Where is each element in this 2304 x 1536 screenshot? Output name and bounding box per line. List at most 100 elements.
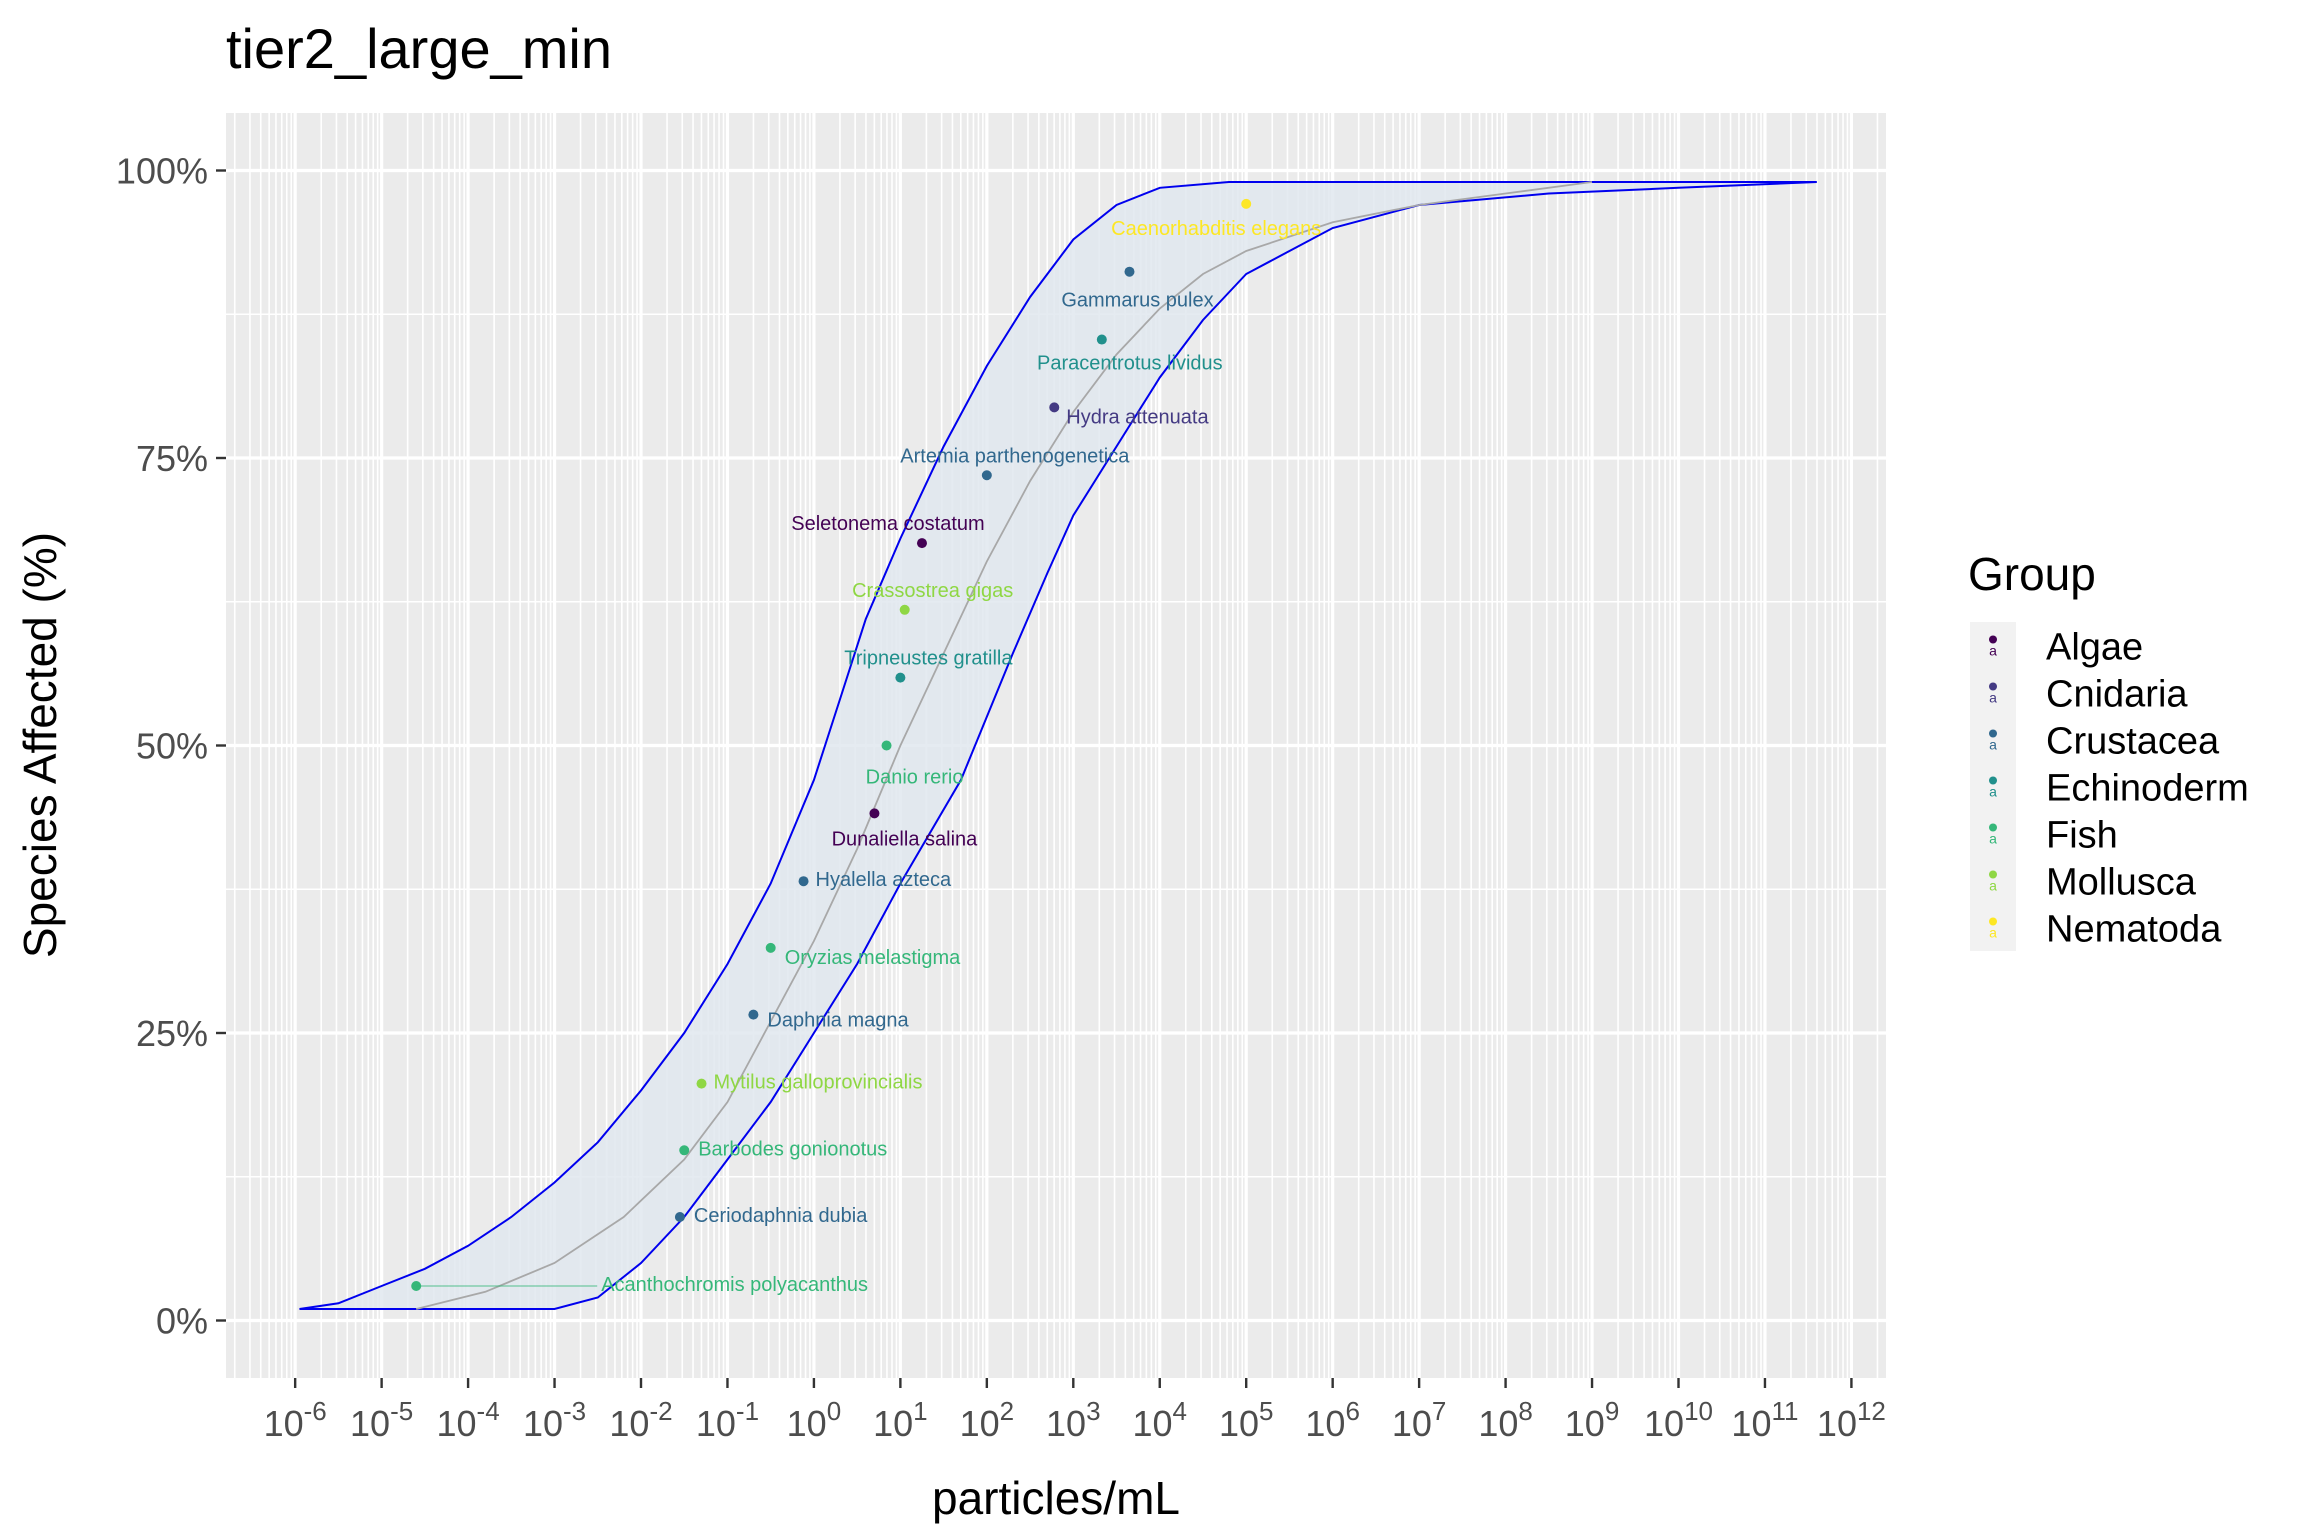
legend-key-point	[1989, 776, 1997, 785]
x-tick-exponent: 6	[1345, 1396, 1359, 1426]
data-point	[981, 470, 992, 481]
x-tick-exponent: 0	[827, 1396, 841, 1426]
legend-key-glyph: a	[1989, 643, 1997, 659]
legend-key-glyph: a	[1989, 737, 1997, 753]
x-tick-exponent: 2	[1000, 1396, 1014, 1426]
x-tick-base: 10	[696, 1403, 736, 1444]
legend-item-label: Nematoda	[2046, 909, 2222, 951]
legend-item-label: Crustacea	[2046, 721, 2220, 763]
x-tick-label: 1012	[1817, 1396, 1886, 1444]
point-label: Danio rerio	[866, 767, 964, 789]
legend: Group a Algae a Cnidaria a Crustacea a Echinode…	[1968, 548, 2249, 951]
y-tick-label: 0%	[156, 1301, 208, 1342]
x-tick-base: 10	[1731, 1403, 1771, 1444]
x-tick-exponent: -3	[563, 1396, 586, 1426]
y-axis: 0% 25% 50% 75% 100%	[116, 151, 226, 1342]
x-tick-base: 10	[523, 1403, 563, 1444]
legend-item-label: Mollusca	[2046, 862, 2197, 904]
x-tick-base: 10	[1046, 1403, 1086, 1444]
x-tick-label: 103	[1046, 1396, 1101, 1444]
x-tick-label: 106	[1305, 1396, 1360, 1444]
point-label: Mytilus galloprovincialis	[714, 1072, 923, 1094]
point-label: Oryzias melastigma	[785, 947, 961, 969]
x-axis-title: particles/mL	[932, 1472, 1180, 1524]
legend-key	[1970, 716, 2016, 763]
x-tick-exponent: 1	[913, 1396, 927, 1426]
x-tick-label: 100	[787, 1396, 842, 1444]
x-tick-base: 10	[873, 1403, 913, 1444]
x-tick-label: 10-5	[350, 1396, 413, 1444]
x-tick-label: 108	[1478, 1396, 1533, 1444]
x-tick-base: 10	[1644, 1403, 1684, 1444]
data-point	[748, 1009, 759, 1020]
fit-curve	[415, 181, 1593, 1310]
x-tick-base: 10	[787, 1403, 827, 1444]
legend-key	[1970, 904, 2016, 951]
legend-key-point	[1989, 870, 1997, 879]
data-point	[895, 672, 906, 683]
x-tick-label: 102	[960, 1396, 1015, 1444]
legend-item-label: Algae	[2046, 627, 2143, 669]
x-tick-label: 1010	[1644, 1396, 1713, 1444]
legend-key-glyph: a	[1989, 878, 1997, 894]
point-label: Barbodes gonionotus	[698, 1138, 887, 1160]
x-tick-exponent: 4	[1173, 1396, 1187, 1426]
point-label: Dunaliella salina	[832, 828, 979, 850]
x-axis: 10-6 10-5 10-4 10-3 10-2 10-1 100 101 102 103 104 1…	[264, 1378, 1886, 1444]
x-tick-exponent: -5	[390, 1396, 413, 1426]
data-point	[1241, 198, 1252, 209]
point-label: Hyalella azteca	[816, 869, 953, 891]
x-tick-exponent: 10	[1684, 1396, 1713, 1426]
y-tick-label: 25%	[136, 1013, 208, 1054]
x-tick-label: 10-2	[609, 1396, 672, 1444]
x-tick-base: 10	[960, 1403, 1000, 1444]
legend-item-label: Echinoderm	[2046, 768, 2249, 810]
legend-key-point	[1989, 635, 1997, 644]
x-tick-base: 10	[1478, 1403, 1518, 1444]
x-tick-label: 107	[1392, 1396, 1447, 1444]
x-tick-exponent: 9	[1605, 1396, 1619, 1426]
y-tick-label: 100%	[116, 151, 208, 192]
x-tick-base: 10	[609, 1403, 649, 1444]
x-tick-exponent: -4	[477, 1396, 500, 1426]
x-tick-base: 10	[1817, 1403, 1857, 1444]
legend-key-glyph: a	[1989, 784, 1997, 800]
point-label: Caenorhabditis elegans	[1111, 218, 1321, 240]
legend-key	[1970, 622, 2016, 669]
x-tick-base: 10	[436, 1403, 476, 1444]
legend-key-point	[1989, 682, 1997, 691]
data-point	[696, 1078, 707, 1089]
legend-key-point	[1989, 823, 1997, 832]
data-point	[674, 1212, 685, 1222]
point-label: Ceriodaphnia dubia	[694, 1205, 868, 1227]
x-tick-label: 101	[873, 1396, 928, 1444]
x-tick-base: 10	[1132, 1403, 1172, 1444]
x-tick-exponent: 3	[1086, 1396, 1100, 1426]
data-point	[916, 538, 927, 549]
x-tick-label: 1011	[1731, 1396, 1798, 1444]
fit-curve-layer	[415, 181, 1593, 1310]
point-label: Acanthochromis polyacanthus	[601, 1274, 868, 1296]
grid-major	[226, 113, 1886, 1378]
y-axis-title: Species Affected (%)	[14, 532, 66, 958]
data-point	[1124, 266, 1135, 277]
x-tick-base: 10	[1219, 1403, 1259, 1444]
point-label: Seletonema costatum	[791, 513, 984, 535]
x-tick-label: 10-6	[264, 1396, 327, 1444]
x-tick-base: 10	[264, 1403, 304, 1444]
legend-key-glyph: a	[1989, 925, 1997, 941]
x-tick-exponent: -6	[304, 1396, 327, 1426]
legend-key	[1970, 763, 2016, 810]
data-point	[765, 942, 776, 953]
data-point	[881, 740, 892, 751]
x-tick-exponent: 11	[1771, 1396, 1798, 1426]
y-tick-label: 75%	[136, 438, 208, 479]
data-point	[798, 876, 809, 887]
x-tick-base: 10	[350, 1403, 390, 1444]
x-tick-exponent: 7	[1432, 1396, 1446, 1426]
point-label: Daphnia magna	[767, 1010, 909, 1032]
data-point	[899, 604, 910, 615]
x-tick-base: 10	[1392, 1403, 1432, 1444]
data-points	[411, 198, 1252, 1291]
